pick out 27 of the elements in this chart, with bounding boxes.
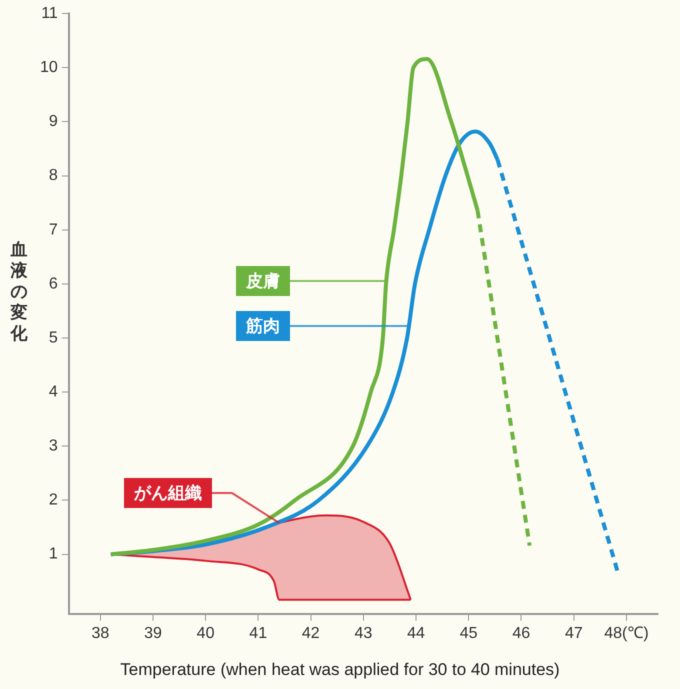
x-tick-label: 42: [302, 624, 320, 642]
y-tick-label: 6: [48, 275, 58, 292]
y-tick-label: 3: [48, 438, 58, 455]
y-tick-label: 1: [48, 546, 58, 563]
y-tick-label: 5: [48, 329, 58, 346]
x-tick-label: 38: [91, 624, 110, 642]
y-tick-label: 9: [48, 113, 58, 130]
y-tick-label: 7: [48, 221, 58, 238]
x-tick-label: 45: [460, 624, 478, 642]
x-axis-title: Temperature (when heat was applied for 30 to 40 minutes): [119, 660, 561, 680]
y-tick-label: 10: [40, 59, 58, 76]
text: がん組織: [133, 483, 202, 504]
x-tick-label: 44: [407, 624, 426, 642]
x-tick-label: 40: [196, 624, 215, 642]
y-tick-label: 4: [48, 384, 58, 401]
x-tick-label: 43: [354, 624, 372, 642]
x-tick-label: 41: [249, 624, 268, 642]
x-tick-label: 39: [144, 624, 162, 642]
x-tick-label: 47: [564, 624, 583, 642]
y-tick-label: 11: [41, 5, 58, 22]
text: 皮膚: [245, 271, 280, 292]
x-tick-label: 48(℃): [604, 624, 649, 642]
y-tick-label: 8: [48, 167, 58, 184]
y-tick-label: 2: [48, 492, 58, 509]
text: 筋肉: [245, 316, 280, 336]
x-tick-label: 46: [512, 624, 530, 642]
y-axis-title: 血液の変化: [9, 240, 28, 345]
